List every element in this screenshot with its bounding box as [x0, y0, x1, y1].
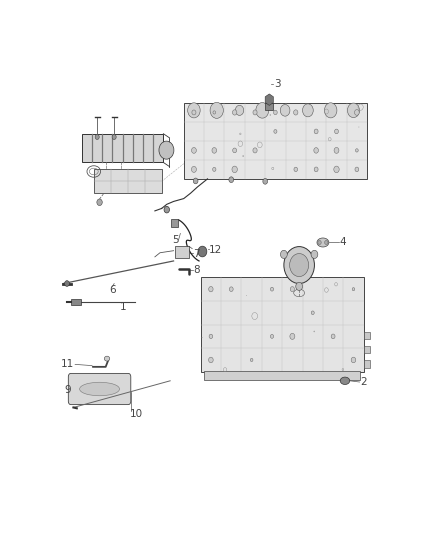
Circle shape: [351, 357, 356, 363]
Bar: [364, 332, 370, 339]
Circle shape: [334, 166, 339, 173]
Circle shape: [334, 148, 339, 154]
Circle shape: [274, 110, 277, 115]
Ellipse shape: [340, 377, 350, 384]
Text: 1: 1: [119, 302, 126, 312]
Circle shape: [97, 199, 102, 206]
Circle shape: [311, 251, 318, 259]
Circle shape: [325, 103, 337, 118]
Circle shape: [229, 177, 233, 183]
Circle shape: [187, 103, 200, 118]
Circle shape: [270, 334, 274, 338]
Circle shape: [347, 103, 360, 118]
Circle shape: [230, 287, 233, 292]
Circle shape: [208, 287, 213, 292]
Bar: [201, 277, 364, 372]
Circle shape: [284, 247, 314, 284]
Ellipse shape: [317, 238, 329, 247]
Circle shape: [311, 311, 314, 314]
Circle shape: [314, 167, 318, 172]
Text: 11: 11: [61, 359, 74, 368]
Circle shape: [314, 129, 318, 134]
Circle shape: [314, 148, 318, 153]
Bar: [82, 134, 163, 163]
Circle shape: [274, 130, 277, 133]
Bar: [204, 371, 360, 380]
FancyBboxPatch shape: [68, 374, 131, 405]
Circle shape: [318, 240, 321, 245]
Circle shape: [95, 134, 99, 140]
Text: 12: 12: [209, 245, 223, 255]
Circle shape: [233, 110, 237, 115]
Circle shape: [290, 287, 294, 292]
Circle shape: [331, 334, 335, 338]
Circle shape: [192, 110, 196, 115]
Circle shape: [235, 106, 244, 116]
Text: 5: 5: [172, 235, 179, 245]
Circle shape: [253, 110, 257, 115]
Circle shape: [251, 358, 253, 361]
Circle shape: [209, 334, 213, 338]
Circle shape: [198, 246, 207, 257]
Bar: [184, 103, 367, 179]
Circle shape: [212, 167, 216, 172]
Circle shape: [253, 148, 257, 153]
Text: 3: 3: [274, 79, 281, 90]
Circle shape: [280, 251, 287, 259]
Circle shape: [355, 167, 359, 172]
Circle shape: [233, 148, 237, 153]
Text: 4: 4: [340, 238, 346, 247]
Ellipse shape: [80, 382, 120, 396]
Bar: [265, 103, 273, 110]
Text: 9: 9: [64, 385, 71, 395]
Circle shape: [159, 141, 174, 159]
Circle shape: [325, 240, 328, 245]
Circle shape: [296, 282, 303, 290]
Ellipse shape: [104, 356, 110, 361]
Text: 6: 6: [109, 285, 116, 295]
Circle shape: [232, 166, 237, 173]
Circle shape: [290, 333, 295, 340]
Circle shape: [212, 148, 217, 153]
Circle shape: [290, 254, 309, 277]
Circle shape: [263, 179, 268, 184]
Circle shape: [164, 206, 170, 213]
Circle shape: [256, 102, 269, 118]
Circle shape: [354, 110, 359, 115]
Circle shape: [208, 357, 213, 363]
Bar: [94, 169, 162, 193]
Circle shape: [191, 148, 196, 154]
Circle shape: [112, 134, 116, 140]
Bar: [71, 299, 81, 305]
Circle shape: [270, 287, 274, 291]
Circle shape: [356, 149, 358, 152]
Text: 7: 7: [193, 248, 200, 259]
Bar: [171, 219, 178, 227]
Circle shape: [210, 102, 223, 118]
Circle shape: [280, 104, 290, 116]
Bar: [364, 360, 370, 368]
Circle shape: [64, 281, 69, 286]
Text: 8: 8: [193, 265, 200, 276]
Circle shape: [303, 104, 313, 117]
Circle shape: [193, 178, 198, 184]
Circle shape: [335, 129, 339, 134]
Bar: [364, 346, 370, 353]
Circle shape: [294, 167, 297, 172]
Text: 2: 2: [360, 377, 367, 387]
Bar: [175, 246, 189, 257]
Circle shape: [191, 166, 196, 172]
Circle shape: [213, 111, 215, 114]
Text: 10: 10: [130, 409, 143, 418]
Circle shape: [352, 288, 355, 290]
Circle shape: [293, 110, 298, 115]
